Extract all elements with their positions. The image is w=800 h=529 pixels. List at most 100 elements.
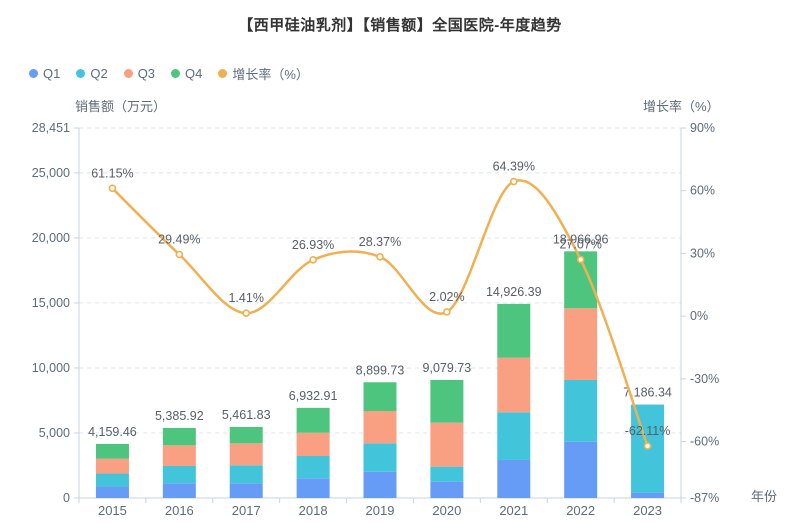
bar-segment-2020-q2[interactable] (430, 466, 464, 482)
bar-segment-2018-q3[interactable] (296, 432, 330, 456)
bar-segment-2022-q3[interactable] (564, 308, 598, 380)
legend: Q1 Q2 Q3 Q4 增长率（%） (29, 64, 309, 83)
line-point-2020[interactable] (443, 308, 451, 316)
legend-label-q1: Q1 (43, 66, 61, 81)
growth-rate-label: 28.37% (359, 235, 401, 249)
legend-item-q4[interactable]: Q4 (171, 66, 202, 81)
bar-segment-2022-q1[interactable] (564, 441, 598, 498)
left-axis-tick-label: 10,000 (32, 361, 70, 375)
growth-rate-label: 2.02% (429, 290, 464, 304)
bar-total-label: 4,159.46 (88, 425, 137, 439)
growth-rate-label: 61.15% (91, 166, 133, 180)
bar-segment-2016-q3[interactable] (162, 445, 196, 467)
left-axis-tick-label: 20,000 (32, 231, 70, 245)
legend-item-growth-rate[interactable]: 增长率（%） (218, 64, 309, 83)
legend-dot-growth-icon (218, 69, 228, 78)
bar-segment-2022-q2[interactable] (564, 379, 598, 442)
x-category-label: 2017 (232, 503, 261, 518)
right-axis-tick-label: 60% (690, 184, 715, 198)
legend-label-growth: 增长率（%） (232, 67, 309, 82)
right-axis-tick-label: -87% (690, 491, 719, 505)
bar-segment-2019-q2[interactable] (363, 443, 397, 472)
x-category-label: 2015 (98, 503, 127, 518)
bar-segment-2018-q1[interactable] (296, 478, 330, 498)
growth-rate-label: -62.11% (625, 424, 671, 438)
legend-dot-q4-icon (171, 69, 181, 78)
legend-dot-q1-icon (29, 69, 38, 78)
bar-segment-2016-q2[interactable] (162, 466, 196, 484)
bar-total-label: 8,899.73 (356, 363, 405, 377)
bar-total-label: 6,932.91 (289, 389, 338, 403)
line-point-2016[interactable] (175, 250, 184, 259)
bar-segment-2017-q3[interactable] (229, 443, 263, 466)
line-point-2021[interactable] (509, 177, 518, 186)
line-point-2022[interactable] (576, 255, 585, 264)
bar-total-label: 7,186.34 (623, 386, 672, 400)
bar-segment-2015-q3[interactable] (95, 458, 129, 474)
line-point-2018[interactable] (309, 256, 317, 264)
left-axis-tick-label: 28,451 (32, 121, 70, 135)
bar-segment-2021-q1[interactable] (497, 459, 531, 498)
bar-segment-2015-q2[interactable] (95, 473, 129, 487)
legend-dot-q3-icon (123, 69, 133, 78)
x-category-label: 2020 (432, 503, 461, 518)
bar-total-label: 14,926.39 (486, 285, 542, 299)
legend-label-q3: Q3 (137, 66, 156, 81)
legend-item-q2[interactable]: Q2 (76, 66, 108, 81)
bar-segment-2020-q3[interactable] (430, 422, 464, 467)
bar-segment-2020-q1[interactable] (430, 481, 464, 498)
line-point-2017[interactable] (242, 309, 251, 317)
right-axis-tick-label: -60% (690, 435, 719, 449)
bar-segment-2017-q1[interactable] (229, 483, 263, 498)
bar-segment-2017-q4[interactable] (229, 426, 263, 444)
bar-segment-2019-q4[interactable] (363, 382, 397, 411)
bar-segment-2018-q2[interactable] (296, 455, 330, 479)
growth-rate-label: 29.49% (158, 232, 200, 246)
growth-rate-label: 27.07% (559, 238, 601, 252)
left-axis-tick-label: 15,000 (32, 296, 70, 310)
bar-segment-2021-q4[interactable] (497, 303, 531, 358)
x-category-label: 2021 (499, 503, 528, 518)
legend-dot-q2-icon (76, 69, 86, 78)
bar-total-label: 5,385.92 (155, 409, 204, 423)
left-axis-tick-label: 25,000 (32, 166, 70, 180)
x-category-label: 2023 (633, 503, 662, 518)
right-axis-tick-label: -30% (690, 372, 719, 386)
line-point-2019[interactable] (376, 253, 384, 261)
growth-rate-label: 64.39% (493, 160, 535, 174)
growth-rate-label: 26.93% (292, 238, 334, 252)
legend-item-q3[interactable]: Q3 (123, 66, 156, 81)
growth-rate-label: 1.41% (228, 291, 263, 305)
bar-segment-2021-q3[interactable] (497, 357, 531, 413)
bar-segment-2015-q1[interactable] (95, 486, 129, 498)
bar-segment-2015-q4[interactable] (95, 443, 129, 459)
legend-label-q2: Q2 (90, 66, 108, 81)
bar-segment-2020-q4[interactable] (430, 379, 464, 423)
x-category-label: 2019 (366, 503, 395, 518)
bar-segment-2021-q2[interactable] (497, 412, 531, 460)
x-category-label: 2022 (566, 503, 595, 518)
right-axis-name: 增长率（%） (643, 99, 720, 114)
left-axis-tick-label: 0 (63, 491, 70, 505)
bar-total-label: 5,461.83 (222, 408, 271, 422)
legend-item-q1[interactable]: Q1 (29, 66, 60, 81)
right-axis-tick-label: 30% (690, 246, 715, 260)
right-axis-tick-label: 0% (690, 309, 708, 323)
bar-segment-2019-q1[interactable] (363, 471, 397, 498)
line-point-2015[interactable] (108, 184, 117, 193)
bar-segment-2023-q1[interactable] (631, 492, 665, 498)
right-axis-tick-label: 90% (690, 121, 715, 135)
bar-segment-2018-q4[interactable] (296, 407, 330, 433)
x-axis-name: 年份 (751, 489, 778, 504)
x-category-label: 2016 (165, 503, 194, 518)
bar-segment-2019-q3[interactable] (363, 410, 397, 444)
legend-label-q4: Q4 (185, 66, 203, 81)
bar-segment-2016-q4[interactable] (162, 427, 196, 446)
left-axis-name: 销售额（万元） (75, 99, 167, 114)
bar-segment-2016-q1[interactable] (162, 483, 196, 498)
line-point-2023[interactable] (643, 442, 652, 450)
bar-segment-2017-q2[interactable] (229, 465, 263, 484)
x-category-label: 2018 (299, 503, 328, 518)
